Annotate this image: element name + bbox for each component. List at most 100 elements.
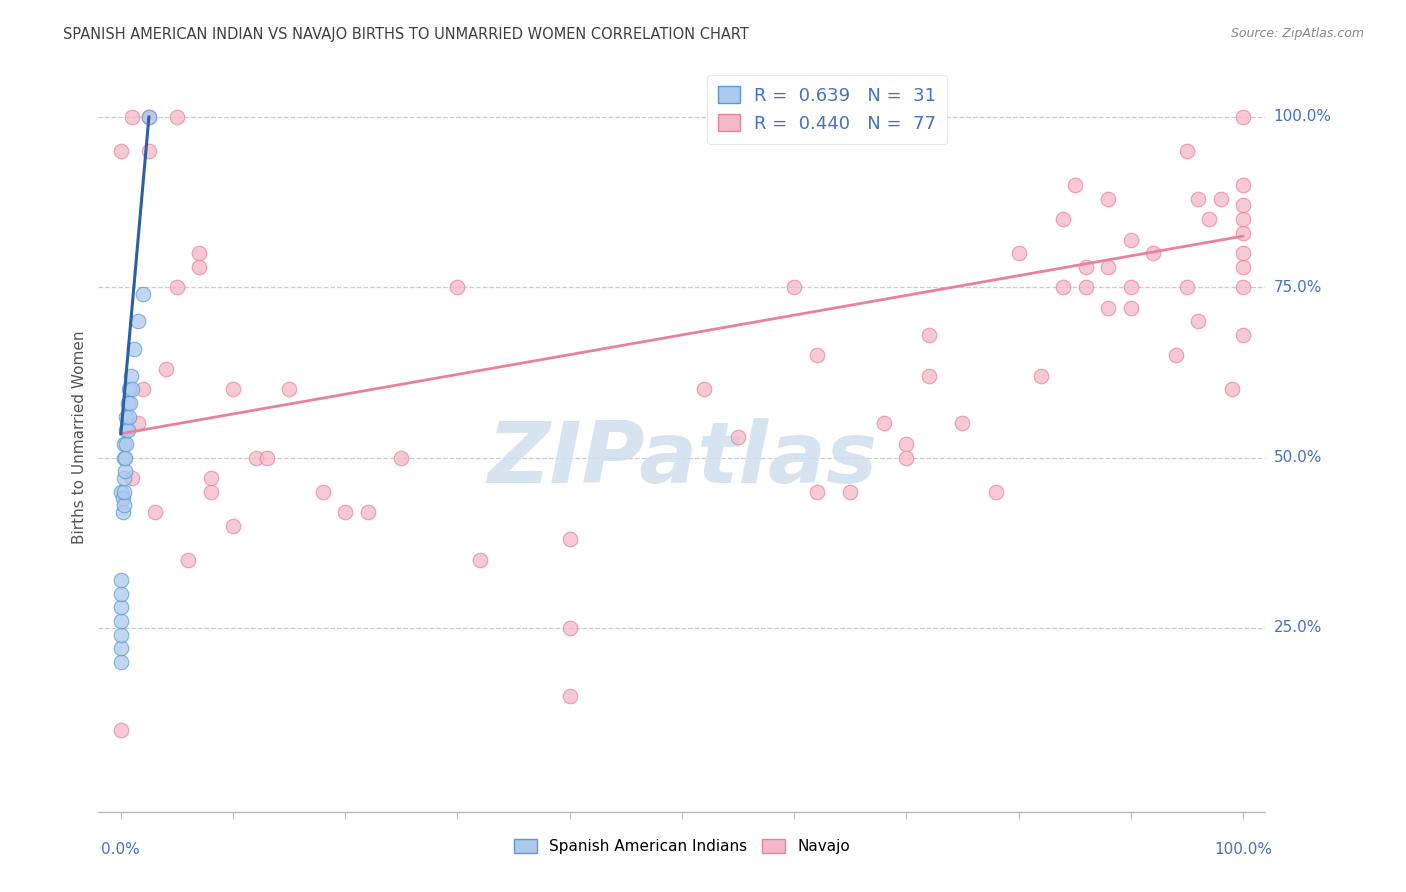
Point bbox=[1007, 246, 1029, 260]
Point bbox=[115, 423, 138, 437]
Point bbox=[1232, 212, 1254, 227]
Point bbox=[1232, 226, 1254, 240]
Point bbox=[839, 484, 862, 499]
Point bbox=[984, 484, 1007, 499]
Point bbox=[110, 627, 132, 641]
Point bbox=[1142, 246, 1164, 260]
Point bbox=[114, 450, 136, 465]
Point bbox=[1232, 327, 1254, 342]
Text: Source: ZipAtlas.com: Source: ZipAtlas.com bbox=[1230, 27, 1364, 40]
Point bbox=[120, 368, 142, 383]
Point bbox=[1074, 280, 1097, 294]
Point bbox=[389, 450, 412, 465]
Point bbox=[727, 430, 749, 444]
Point bbox=[110, 614, 132, 628]
Point bbox=[558, 533, 581, 547]
Point bbox=[121, 110, 143, 124]
Point bbox=[138, 110, 160, 124]
Y-axis label: Births to Unmarried Women: Births to Unmarried Women bbox=[72, 330, 87, 544]
Point bbox=[839, 110, 862, 124]
Point bbox=[110, 641, 132, 656]
Point bbox=[1175, 280, 1198, 294]
Point bbox=[127, 314, 149, 328]
Point bbox=[155, 362, 177, 376]
Point bbox=[112, 471, 135, 485]
Point bbox=[118, 409, 141, 424]
Point bbox=[1119, 301, 1142, 315]
Point bbox=[1232, 280, 1254, 294]
Point bbox=[117, 423, 139, 437]
Point bbox=[1029, 368, 1052, 383]
Point bbox=[806, 348, 828, 362]
Point bbox=[112, 450, 135, 465]
Point bbox=[1097, 260, 1119, 274]
Point bbox=[1209, 192, 1232, 206]
Point bbox=[783, 280, 806, 294]
Text: 100.0%: 100.0% bbox=[1213, 842, 1272, 857]
Point bbox=[166, 280, 188, 294]
Text: 25.0%: 25.0% bbox=[1274, 620, 1322, 635]
Point bbox=[110, 600, 132, 615]
Point bbox=[278, 383, 301, 397]
Text: ZIPatlas: ZIPatlas bbox=[486, 418, 877, 501]
Point bbox=[124, 342, 146, 356]
Point bbox=[1119, 233, 1142, 247]
Point bbox=[1164, 348, 1187, 362]
Point bbox=[1097, 192, 1119, 206]
Point bbox=[117, 396, 139, 410]
Point bbox=[1232, 260, 1254, 274]
Point bbox=[558, 621, 581, 635]
Point bbox=[112, 498, 135, 512]
Point bbox=[558, 689, 581, 703]
Point bbox=[110, 587, 132, 601]
Point bbox=[132, 383, 155, 397]
Point bbox=[1232, 198, 1254, 212]
Point bbox=[1232, 110, 1254, 124]
Point bbox=[1052, 280, 1074, 294]
Point bbox=[112, 505, 135, 519]
Point bbox=[873, 417, 896, 431]
Point bbox=[312, 484, 335, 499]
Point bbox=[110, 723, 132, 737]
Point bbox=[115, 409, 138, 424]
Text: 75.0%: 75.0% bbox=[1274, 280, 1322, 294]
Text: SPANISH AMERICAN INDIAN VS NAVAJO BIRTHS TO UNMARRIED WOMEN CORRELATION CHART: SPANISH AMERICAN INDIAN VS NAVAJO BIRTHS… bbox=[63, 27, 749, 42]
Point bbox=[806, 484, 828, 499]
Point bbox=[245, 450, 267, 465]
Point bbox=[1052, 212, 1074, 227]
Point bbox=[468, 552, 491, 566]
Point bbox=[1175, 144, 1198, 158]
Point bbox=[200, 471, 222, 485]
Point bbox=[1220, 383, 1243, 397]
Point bbox=[121, 383, 143, 397]
Point bbox=[335, 505, 357, 519]
Point bbox=[188, 260, 211, 274]
Point bbox=[357, 505, 380, 519]
Point bbox=[110, 573, 132, 587]
Text: 100.0%: 100.0% bbox=[1274, 110, 1331, 124]
Point bbox=[110, 655, 132, 669]
Point bbox=[952, 417, 974, 431]
Point bbox=[118, 396, 141, 410]
Point bbox=[127, 417, 149, 431]
Point bbox=[1097, 301, 1119, 315]
Point bbox=[200, 484, 222, 499]
Point bbox=[112, 437, 135, 451]
Point bbox=[1187, 192, 1209, 206]
Point bbox=[918, 327, 941, 342]
Point bbox=[256, 450, 278, 465]
Legend: Spanish American Indians, Navajo: Spanish American Indians, Navajo bbox=[508, 832, 856, 860]
Point bbox=[110, 484, 132, 499]
Point bbox=[1232, 246, 1254, 260]
Point bbox=[446, 280, 468, 294]
Point bbox=[166, 110, 188, 124]
Point bbox=[121, 471, 143, 485]
Point bbox=[1198, 212, 1220, 227]
Point bbox=[918, 368, 941, 383]
Point bbox=[1074, 260, 1097, 274]
Point bbox=[138, 110, 160, 124]
Point bbox=[1119, 280, 1142, 294]
Point bbox=[132, 287, 155, 301]
Point bbox=[114, 464, 136, 478]
Point bbox=[118, 383, 141, 397]
